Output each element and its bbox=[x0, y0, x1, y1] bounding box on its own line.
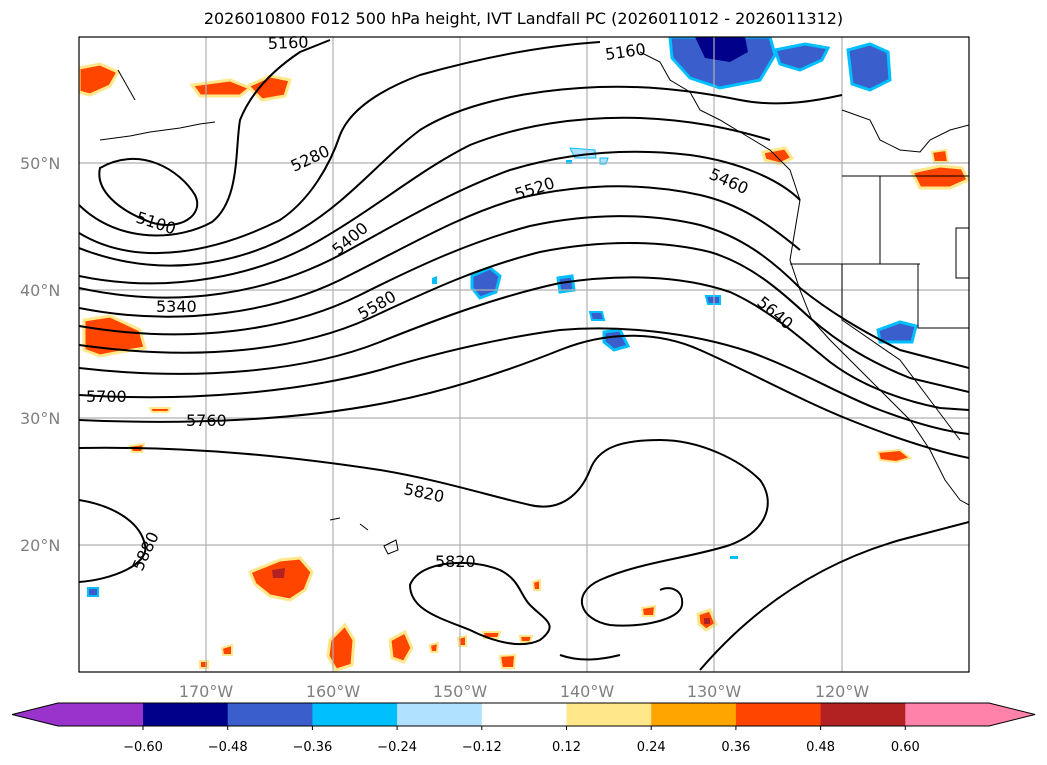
lon-label: 130°W bbox=[687, 682, 742, 701]
colorbar: −0.60 −0.48 −0.36 −0.24 −0.12 0.12 0.24 0.36 0.4… bbox=[11, 702, 1036, 755]
lon-label: 140°W bbox=[560, 682, 615, 701]
colorbar-tick-label: 0.24 bbox=[637, 740, 666, 755]
coastlines bbox=[99, 51, 969, 555]
contour-label: 5160 bbox=[267, 33, 308, 53]
lon-label: 170°W bbox=[179, 682, 234, 701]
colorbar-tick-label: 0.60 bbox=[891, 740, 920, 755]
contour-label: 5820 bbox=[435, 552, 476, 571]
contour-label: 5760 bbox=[186, 411, 227, 430]
contour-label: 5340 bbox=[156, 297, 197, 316]
colorbar-tick-label: −0.48 bbox=[208, 740, 248, 755]
lat-label: 40°N bbox=[20, 281, 60, 300]
map-panel bbox=[79, 37, 969, 672]
colorbar-swatch bbox=[651, 703, 737, 726]
height-contours bbox=[79, 39, 969, 671]
colorbar-tick-label: −0.36 bbox=[292, 740, 332, 755]
colorbar-swatches bbox=[11, 702, 1036, 727]
colorbar-tick-label: 0.36 bbox=[721, 740, 750, 755]
colorbar-ticks: −0.60 −0.48 −0.36 −0.24 −0.12 0.12 0.24 0.36 0.4… bbox=[123, 726, 920, 755]
lon-label: 150°W bbox=[433, 682, 488, 701]
lat-label: 30°N bbox=[20, 409, 60, 428]
colorbar-swatch bbox=[227, 703, 313, 726]
lat-label: 50°N bbox=[20, 154, 60, 173]
graticule bbox=[79, 37, 969, 672]
lon-label: 160°W bbox=[306, 682, 361, 701]
colorbar-extend-high bbox=[905, 703, 1035, 726]
map-title: 2026010800 F012 500 hPa height, IVT Land… bbox=[203, 9, 844, 28]
contour-label: 5700 bbox=[86, 387, 127, 406]
lon-label: 120°W bbox=[815, 682, 870, 701]
colorbar-swatch bbox=[397, 703, 483, 726]
colorbar-swatch bbox=[566, 703, 652, 726]
map-frame bbox=[78, 36, 970, 673]
colorbar-tick-label: −0.24 bbox=[377, 740, 417, 755]
colorbar-extend-low bbox=[12, 703, 143, 726]
colorbar-tick-label: −0.60 bbox=[123, 740, 163, 755]
colorbar-swatch bbox=[312, 703, 398, 726]
colorbar-swatch bbox=[143, 703, 229, 726]
longitude-labels: 170°W 160°W 150°W 140°W 130°W 120°W bbox=[179, 682, 870, 701]
colorbar-tick-label: −0.12 bbox=[462, 740, 502, 755]
colorbar-swatch bbox=[735, 703, 822, 726]
colorbar-outline bbox=[11, 702, 1036, 727]
colorbar-tick-label: 0.12 bbox=[552, 740, 581, 755]
lat-label: 20°N bbox=[20, 536, 60, 555]
latitude-labels: 50°N 40°N 30°N 20°N bbox=[20, 154, 60, 555]
colorbar-swatch bbox=[481, 703, 567, 726]
colorbar-swatch bbox=[820, 703, 906, 726]
colorbar-tick-label: 0.48 bbox=[806, 740, 835, 755]
